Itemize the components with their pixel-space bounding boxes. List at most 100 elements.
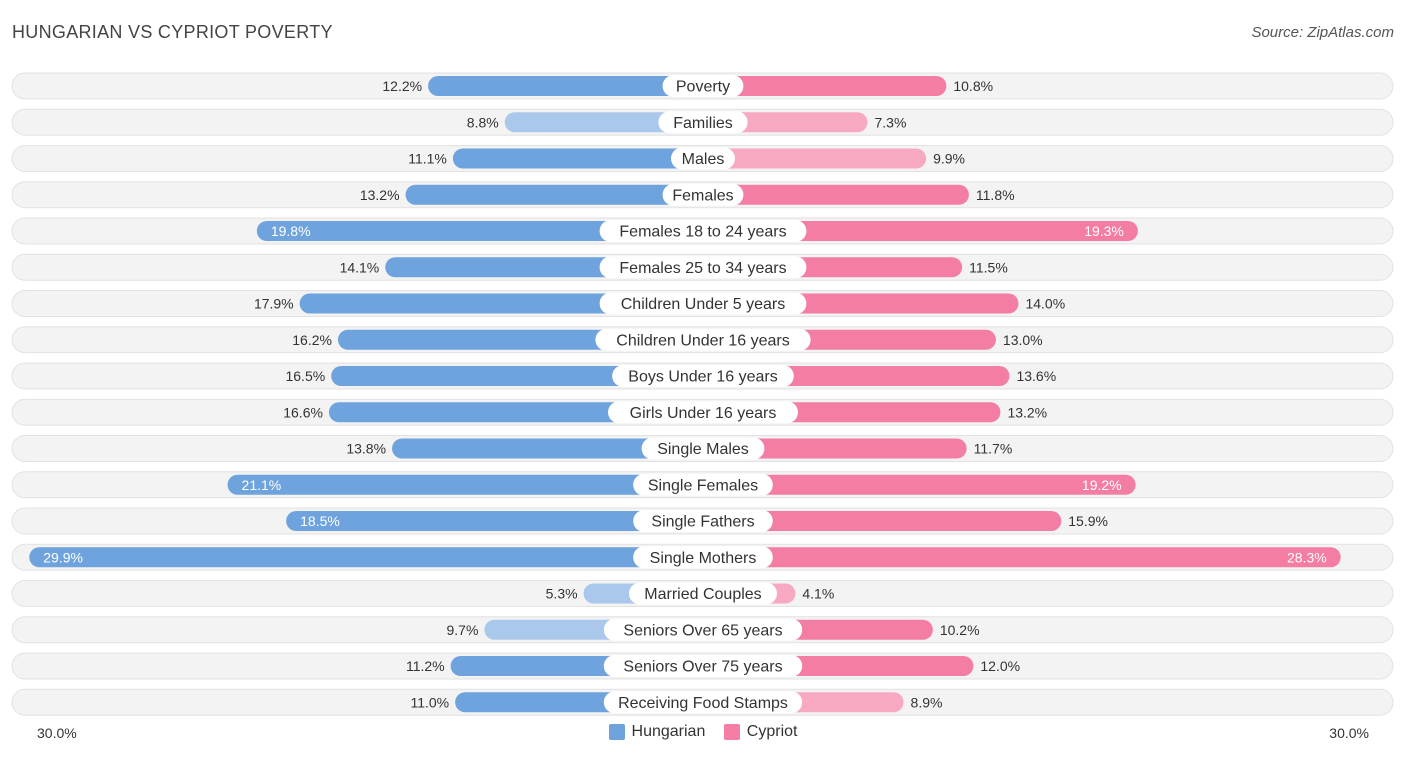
category-pill-seniors-over-75-years	[603, 655, 803, 677]
value-label-cypriot-single-fathers: 15.9%	[1068, 513, 1108, 529]
value-label-hungarian-children-under-16-years: 16.2%	[292, 332, 332, 348]
value-label-hungarian-females: 13.2%	[360, 187, 400, 203]
bar-hungarian-females	[405, 184, 703, 205]
legend-label-cypriot: Cypriot	[746, 723, 798, 740]
category-pill-single-females	[633, 473, 773, 496]
value-label-hungarian-females-18-to-24-years: 19.8%	[271, 223, 311, 239]
legend-swatch-cypriot	[723, 724, 740, 740]
value-label-cypriot-single-males: 11.7%	[974, 441, 1013, 457]
value-label-cypriot-children-under-5-years: 14.0%	[1025, 296, 1065, 312]
bar-hungarian-boys-under-16-years	[331, 366, 703, 386]
value-label-cypriot-seniors-over-65-years: 10.2%	[940, 622, 980, 638]
bar-cypriot-males	[703, 148, 927, 169]
value-label-hungarian-children-under-5-years: 17.9%	[254, 296, 294, 312]
category-pill-poverty	[662, 75, 744, 97]
category-label-boys-under-16-years: Boys Under 16 years	[628, 369, 777, 386]
value-label-cypriot-males: 9.9%	[933, 151, 965, 167]
value-label-hungarian-poverty: 12.2%	[382, 78, 422, 94]
value-label-cypriot-poverty: 10.8%	[953, 78, 993, 94]
category-pill-girls-under-16-years	[608, 401, 798, 424]
chart-title: HUNGARIAN VS CYPRIOT POVERTY	[12, 22, 333, 42]
legend-swatch-hungarian	[608, 724, 625, 740]
bar-hungarian-males	[452, 148, 703, 169]
category-pill-married-couples	[629, 582, 777, 605]
category-pill-children-under-16-years	[595, 328, 811, 351]
value-label-cypriot-children-under-16-years: 13.0%	[1003, 332, 1043, 348]
value-label-hungarian-single-mothers: 29.9%	[43, 549, 83, 565]
category-pill-single-fathers	[633, 510, 773, 532]
value-label-cypriot-receiving-food-stamps: 8.9%	[911, 694, 943, 710]
category-label-seniors-over-65-years: Seniors Over 65 years	[623, 622, 782, 639]
value-label-cypriot-married-couples: 4.1%	[802, 586, 834, 602]
category-label-receiving-food-stamps: Receiving Food Stamps	[618, 695, 788, 712]
value-label-cypriot-boys-under-16-years: 13.6%	[1016, 368, 1056, 384]
category-label-children-under-5-years: Children Under 5 years	[621, 296, 786, 313]
value-label-hungarian-males: 11.1%	[408, 151, 447, 167]
category-pill-seniors-over-65-years	[603, 618, 803, 641]
category-label-children-under-16-years: Children Under 16 years	[616, 332, 789, 349]
value-label-cypriot-single-females: 19.2%	[1082, 477, 1122, 493]
value-label-hungarian-boys-under-16-years: 16.5%	[285, 368, 325, 384]
value-label-cypriot-families: 7.3%	[874, 114, 906, 130]
bar-cypriot-females	[703, 184, 969, 205]
value-label-hungarian-seniors-over-65-years: 9.7%	[447, 622, 479, 638]
category-label-males: Males	[682, 151, 725, 168]
legend: Hungarian Cypriot	[0, 723, 1406, 745]
legend-item-hungarian[interactable]: Hungarian	[608, 723, 706, 741]
value-label-hungarian-seniors-over-75-years: 11.2%	[406, 658, 445, 674]
category-pill-receiving-food-stamps	[603, 691, 803, 714]
bar-cypriot-poverty	[703, 76, 947, 96]
category-label-single-males: Single Males	[657, 441, 749, 458]
value-label-cypriot-seniors-over-75-years: 12.0%	[980, 658, 1020, 674]
value-label-hungarian-females-25-to-34-years: 14.1%	[340, 259, 380, 275]
value-label-cypriot-females-25-to-34-years: 11.5%	[969, 259, 1008, 275]
category-label-single-fathers: Single Fathers	[651, 514, 754, 531]
category-pill-boys-under-16-years	[612, 365, 794, 387]
category-label-single-mothers: Single Mothers	[650, 550, 757, 567]
value-label-cypriot-girls-under-16-years: 13.2%	[1007, 404, 1047, 420]
value-label-hungarian-single-fathers: 18.5%	[300, 513, 340, 529]
bar-cypriot-females-18-to-24-years	[703, 221, 1138, 241]
bar-cypriot-single-females	[703, 474, 1136, 495]
category-label-females-18-to-24-years: Females 18 to 24 years	[619, 224, 786, 241]
category-pill-single-males	[641, 437, 765, 460]
category-label-poverty: Poverty	[676, 79, 730, 96]
bar-hungarian-single-males	[392, 438, 703, 459]
bar-hungarian-single-females	[227, 474, 703, 495]
value-label-hungarian-married-couples: 5.3%	[546, 586, 578, 602]
source-note: Source: ZipAtlas.com	[1251, 24, 1394, 41]
value-label-hungarian-girls-under-16-years: 16.6%	[283, 404, 323, 420]
value-label-cypriot-females-18-to-24-years: 19.3%	[1084, 223, 1124, 239]
category-pill-females	[662, 183, 744, 206]
category-label-females: Females	[672, 187, 733, 204]
bar-cypriot-single-males	[703, 438, 967, 459]
value-label-hungarian-single-females: 21.1%	[242, 477, 282, 493]
value-label-hungarian-receiving-food-stamps: 11.0%	[410, 694, 449, 710]
axis-right-label: 30.0%	[1329, 725, 1369, 741]
bar-hungarian-females-18-to-24-years	[256, 221, 703, 241]
category-pill-families	[658, 111, 748, 134]
category-pill-children-under-5-years	[599, 292, 807, 315]
category-pill-males	[671, 147, 735, 170]
category-pill-females-25-to-34-years	[599, 256, 807, 279]
legend-label-hungarian: Hungarian	[631, 723, 706, 740]
category-label-families: Families	[673, 115, 733, 132]
category-label-married-couples: Married Couples	[644, 586, 761, 603]
category-label-single-females: Single Females	[648, 477, 758, 494]
value-label-hungarian-families: 8.8%	[467, 114, 499, 130]
bar-cypriot-single-fathers	[703, 511, 1062, 531]
bar-hungarian-single-mothers	[29, 547, 703, 568]
category-label-females-25-to-34-years: Females 25 to 34 years	[619, 260, 786, 277]
bar-hungarian-poverty	[428, 76, 703, 96]
bar-hungarian-single-fathers	[286, 511, 703, 531]
axis-left-label: 30.0%	[37, 725, 77, 741]
bar-cypriot-single-mothers	[703, 547, 1341, 568]
category-pill-single-mothers	[633, 546, 773, 569]
value-label-cypriot-single-mothers: 28.3%	[1287, 549, 1327, 565]
legend-item-cypriot[interactable]: Cypriot	[723, 723, 798, 741]
category-label-seniors-over-75-years: Seniors Over 75 years	[623, 659, 782, 676]
category-pill-females-18-to-24-years	[599, 220, 807, 242]
value-label-cypriot-females: 11.8%	[976, 187, 1015, 203]
bar-hungarian-families	[504, 112, 703, 133]
